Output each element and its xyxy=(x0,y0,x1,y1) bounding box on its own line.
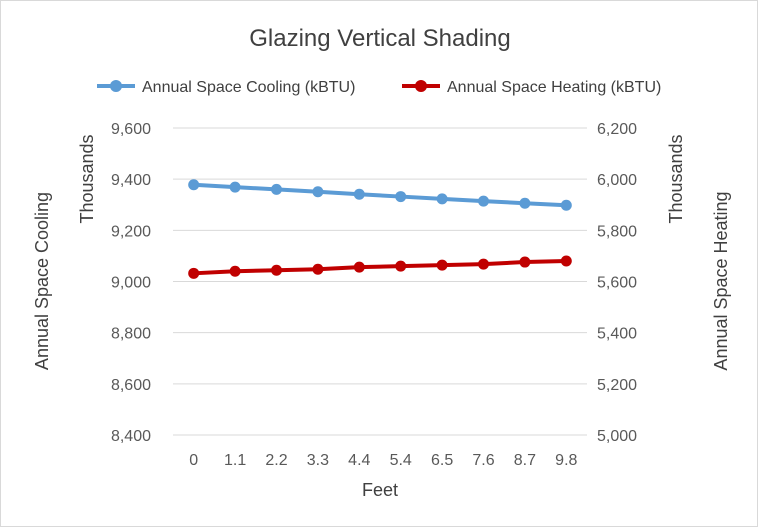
data-point-heating xyxy=(271,264,282,276)
right-axis-ticks: 5,000 5,200 5,400 5,600 5,800 6,000 6,200 xyxy=(597,121,637,445)
left-tick-label: 9,400 xyxy=(111,172,151,189)
right-tick-label: 5,400 xyxy=(597,326,637,343)
gridlines xyxy=(173,127,587,436)
data-point-heating xyxy=(478,258,489,270)
right-axis-title: Annual Space Heating xyxy=(711,191,731,370)
x-tick-label: 4.4 xyxy=(348,452,370,469)
data-point-heating xyxy=(312,263,324,275)
data-point-cooling xyxy=(395,191,407,203)
legend-item-heating: Annual Space Heating (kBTU) xyxy=(402,79,661,96)
x-tick-label: 9.8 xyxy=(555,452,577,469)
left-tick-label: 9,600 xyxy=(111,121,151,138)
data-point-cooling xyxy=(560,199,572,211)
left-axis-title: Annual Space Cooling xyxy=(32,192,52,370)
data-point-cooling xyxy=(229,181,241,193)
series-layer xyxy=(188,179,572,279)
series-line-cooling xyxy=(191,182,569,208)
left-tick-label: 8,400 xyxy=(111,428,151,445)
data-point-cooling xyxy=(271,183,282,195)
right-tick-label: 6,200 xyxy=(597,121,637,138)
x-tick-label: 1.1 xyxy=(224,452,246,469)
right-tick-label: 5,800 xyxy=(597,223,637,240)
x-tick-label: 6.5 xyxy=(431,452,453,469)
left-tick-label: 8,600 xyxy=(111,377,151,394)
data-point-heating xyxy=(560,255,572,267)
left-axis-unit-label: Thousands xyxy=(77,134,97,223)
data-point-cooling xyxy=(478,195,489,207)
x-tick-label: 5.4 xyxy=(390,452,412,469)
right-tick-label: 5,600 xyxy=(597,275,637,292)
right-tick-label: 5,000 xyxy=(597,428,637,445)
data-point-heating xyxy=(436,259,448,271)
x-axis-ticks: 0 1.1 2.2 3.3 4.4 5.4 6.5 7.6 8.7 9.8 xyxy=(189,452,577,469)
left-tick-label: 9,000 xyxy=(111,275,151,292)
data-point-cooling xyxy=(353,188,365,200)
right-axis-unit-label: Thousands xyxy=(666,134,686,223)
x-tick-label: 3.3 xyxy=(307,452,329,469)
x-tick-label: 7.6 xyxy=(472,452,494,469)
chart-title: Glazing Vertical Shading xyxy=(249,25,511,52)
left-axis-ticks: 8,400 8,600 8,800 9,000 9,200 9,400 9,600 xyxy=(111,121,151,445)
x-tick-label: 2.2 xyxy=(265,452,287,469)
data-point-heating xyxy=(519,256,531,268)
data-point-cooling xyxy=(188,179,200,191)
data-point-cooling xyxy=(436,193,448,205)
legend-marker-cooling xyxy=(110,80,122,92)
right-tick-label: 5,200 xyxy=(597,377,637,394)
legend-item-cooling: Annual Space Cooling (kBTU) xyxy=(97,79,355,96)
x-axis-title: Feet xyxy=(362,480,398,500)
x-tick-label: 0 xyxy=(189,452,198,469)
legend-label-cooling: Annual Space Cooling (kBTU) xyxy=(142,79,355,96)
legend-marker-heating xyxy=(415,80,427,92)
data-point-heating xyxy=(395,260,407,272)
data-point-heating xyxy=(353,261,365,273)
legend: Annual Space Cooling (kBTU) Annual Space… xyxy=(97,79,661,96)
right-tick-label: 6,000 xyxy=(597,172,637,189)
left-tick-label: 8,800 xyxy=(111,326,151,343)
data-point-heating xyxy=(229,265,241,277)
left-tick-label: 9,200 xyxy=(111,223,151,240)
series-line-heating xyxy=(191,259,569,276)
data-point-heating xyxy=(188,267,200,279)
data-point-cooling xyxy=(312,186,324,198)
x-tick-label: 8.7 xyxy=(514,452,536,469)
legend-label-heating: Annual Space Heating (kBTU) xyxy=(447,79,661,96)
data-point-cooling xyxy=(519,197,531,209)
